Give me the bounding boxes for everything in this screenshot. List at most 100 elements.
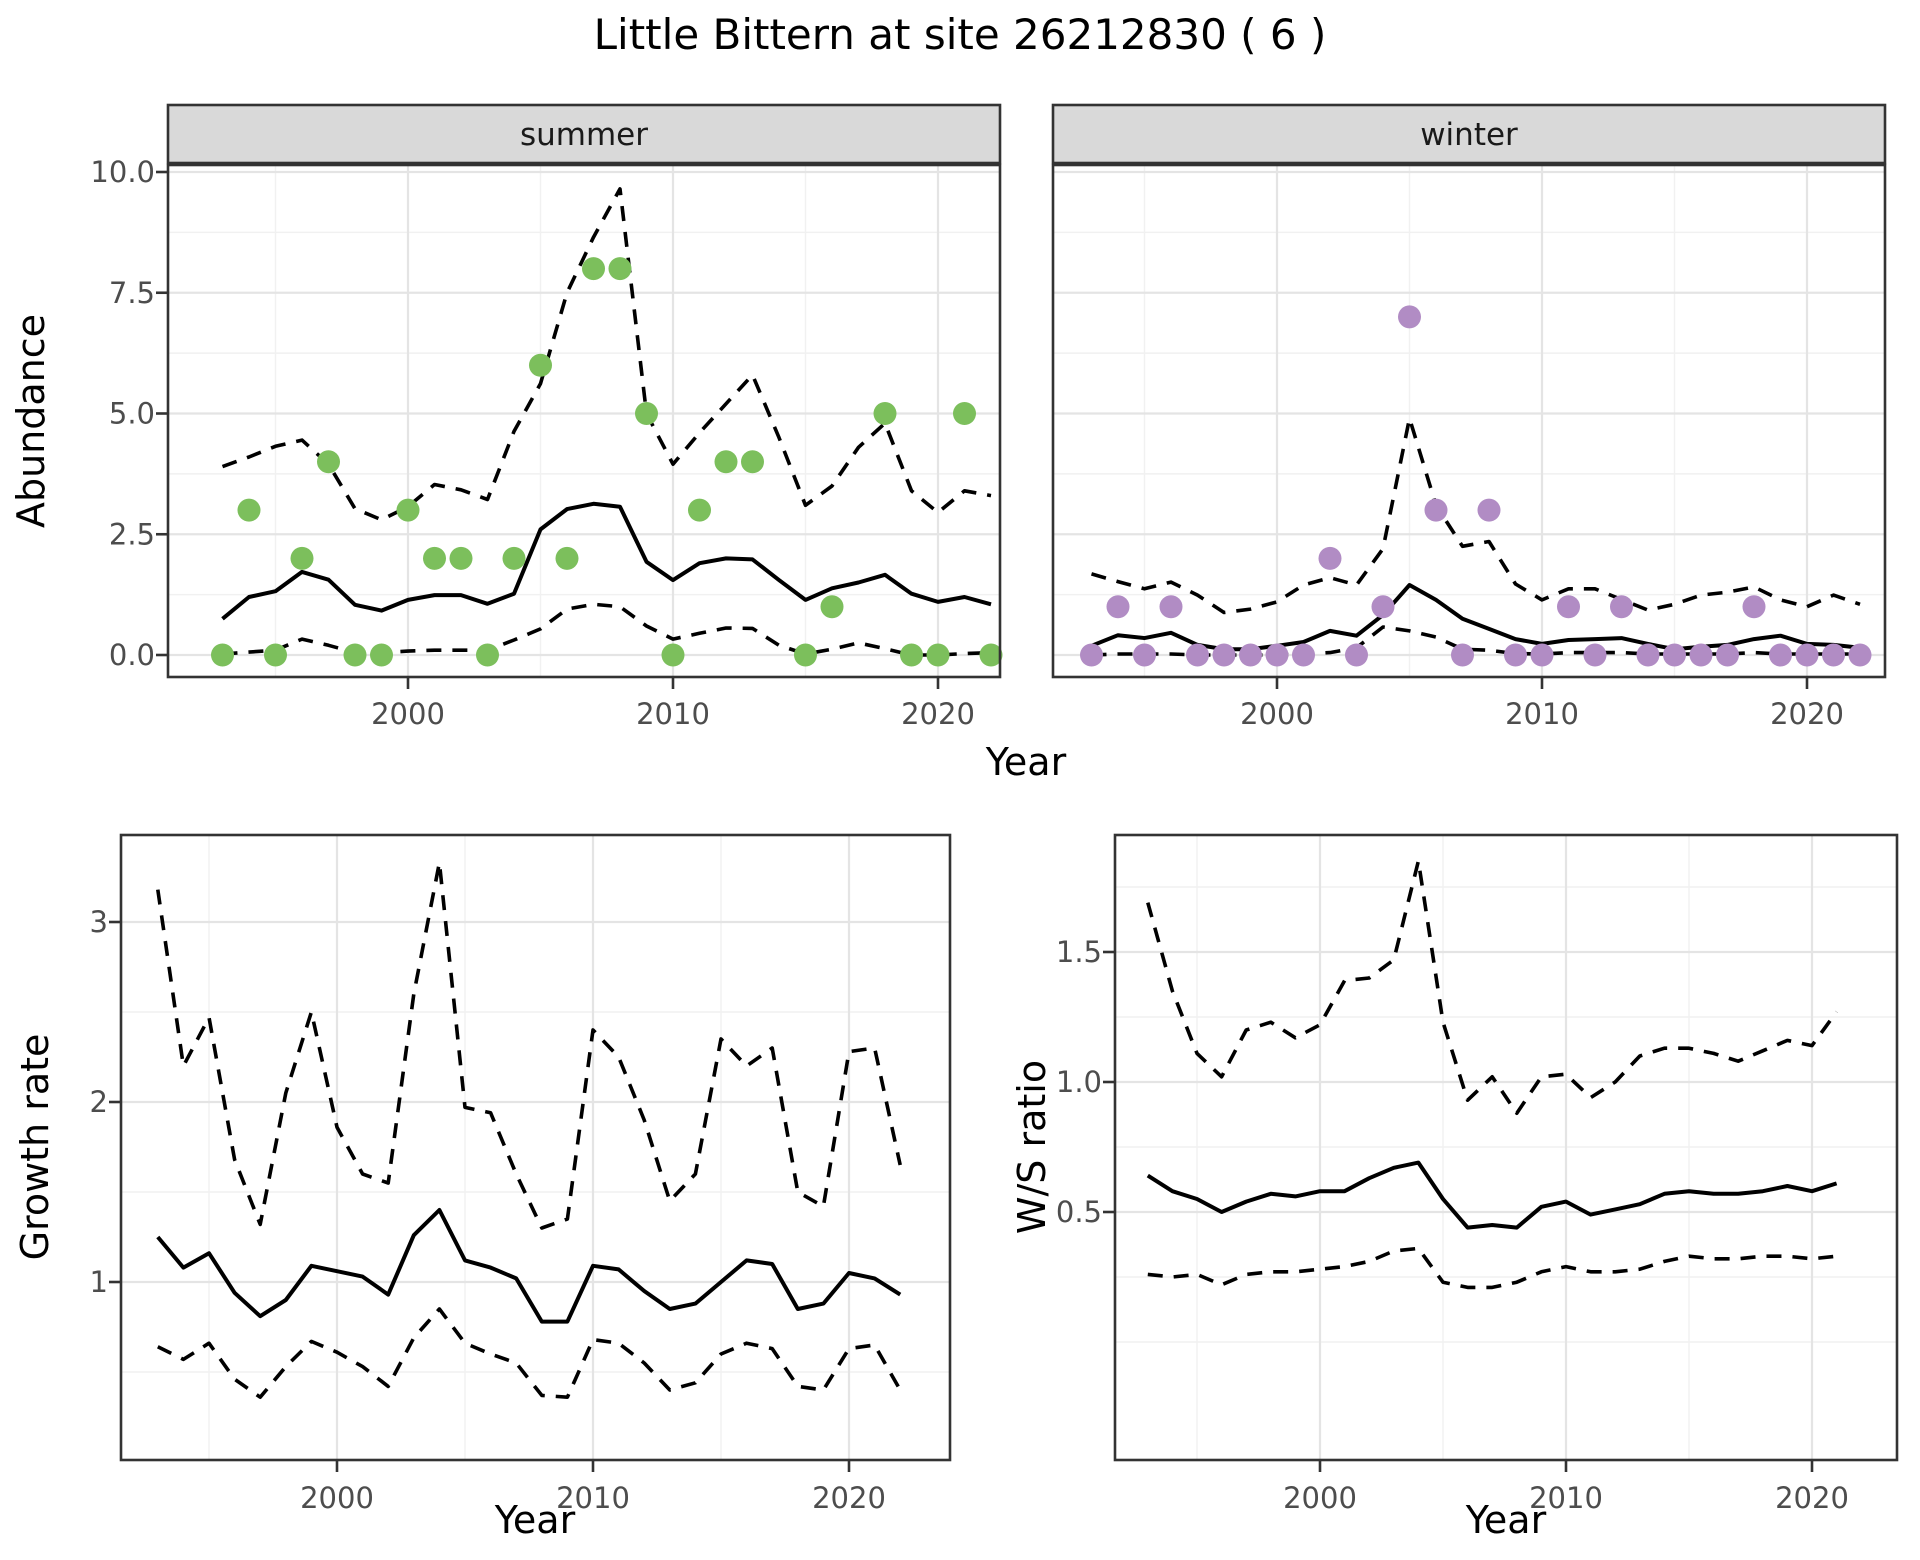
data-point-winter	[1451, 643, 1474, 667]
data-point-winter	[1504, 643, 1527, 667]
lower-ci-line	[157, 1307, 902, 1399]
data-point-winter	[1477, 498, 1501, 522]
y-axis-title-ws-ratio: W/S ratio	[1010, 1060, 1054, 1234]
facet-strip-summer	[166, 103, 1002, 165]
data-point-summer	[423, 546, 446, 570]
data-point-summer	[741, 450, 764, 474]
data-point-winter	[1689, 643, 1713, 667]
upper-ci-line	[1146, 859, 1839, 1115]
x-tick-label: 2000	[1240, 697, 1314, 731]
data-point-summer	[635, 402, 658, 425]
data-point-summer	[529, 353, 552, 377]
data-point-winter	[1239, 643, 1262, 667]
data-point-summer	[317, 450, 340, 474]
data-point-summer	[794, 643, 817, 667]
lower-ci-line	[1147, 1246, 1837, 1290]
data-point-winter	[1398, 305, 1421, 329]
data-point-summer	[900, 643, 923, 667]
facet-strip-winter	[1051, 103, 1887, 165]
data-point-summer	[953, 402, 976, 425]
y-tick-label: 3	[90, 905, 108, 939]
y-tick-label: 0.0	[109, 638, 155, 672]
data-point-summer	[290, 546, 314, 570]
y-tick-label: 2	[90, 1085, 108, 1119]
facet-strip-label: summer	[520, 117, 648, 153]
y-tick-label: 7.5	[109, 276, 155, 310]
panel-growth-rate: 2000 2010 2020 1 2 3	[90, 833, 952, 1515]
data-point-winter	[1636, 643, 1660, 667]
page-title: Little Bittern at site 26212830 ( 6 )	[593, 10, 1327, 59]
mean-line	[156, 1208, 902, 1324]
y-tick-label: 1.0	[1056, 1065, 1102, 1099]
data-point-winter	[1663, 643, 1686, 667]
data-point-winter	[1212, 643, 1236, 667]
data-point-winter	[1106, 595, 1130, 619]
y-tick-label: 5.0	[109, 397, 155, 431]
data-point-winter	[1557, 595, 1580, 619]
data-point-summer	[476, 643, 499, 667]
upper-ci-line	[156, 860, 902, 1230]
y-tick-label: 1.5	[1056, 935, 1102, 969]
panel-border	[119, 833, 952, 1462]
data-point-winter	[1583, 643, 1607, 667]
data-point-summer	[449, 546, 473, 570]
data-point-summer	[979, 643, 1003, 667]
data-point-summer	[714, 450, 738, 474]
data-point-winter	[1530, 643, 1554, 667]
mean-line	[1146, 1160, 1838, 1230]
data-point-summer	[661, 643, 685, 667]
upper-ci-line	[1090, 416, 1861, 615]
data-point-winter	[1345, 643, 1368, 667]
x-tick-label: 2010	[636, 697, 710, 731]
data-point-winter	[1424, 498, 1448, 522]
x-tick-label: 2020	[1775, 1481, 1849, 1515]
data-point-summer	[873, 402, 897, 425]
x-tick-label: 2020	[901, 697, 975, 731]
data-point-winter	[1371, 595, 1395, 619]
panel-summer: 2000 2010 2020 0.0 2.5 5.0 7.5 10.0 summer	[90, 103, 1003, 731]
panel-border	[166, 163, 1002, 679]
lower-ci-line	[222, 602, 992, 657]
upper-ci-line	[221, 187, 992, 522]
y-tick-label: 0.5	[1056, 1195, 1102, 1229]
data-point-winter	[1610, 595, 1633, 619]
data-point-winter	[1716, 643, 1739, 667]
data-point-winter	[1822, 643, 1845, 667]
data-point-summer	[370, 643, 393, 667]
x-axis-title-year-top: Year	[985, 740, 1067, 784]
data-point-winter	[1292, 643, 1315, 667]
y-axis-title-abundance: Abundance	[9, 314, 53, 528]
data-point-winter	[1080, 643, 1103, 667]
y-tick-label: 10.0	[90, 155, 155, 189]
y-tick-label: 2.5	[109, 517, 155, 551]
data-point-summer	[211, 643, 234, 667]
x-tick-label: 2020	[812, 1481, 886, 1515]
data-point-winter	[1769, 643, 1792, 667]
facet-strip-label: winter	[1420, 117, 1518, 153]
data-point-winter	[1318, 546, 1342, 570]
x-axis-title-year-growth: Year	[494, 1498, 576, 1542]
data-point-summer	[820, 595, 844, 619]
data-point-summer	[396, 498, 420, 522]
data-point-winter	[1795, 643, 1819, 667]
data-point-summer	[608, 257, 632, 281]
data-point-summer	[343, 643, 367, 667]
data-point-winter	[1186, 643, 1209, 667]
x-axis-title-year-ws: Year	[1465, 1498, 1547, 1542]
x-tick-label: 2010	[1529, 1481, 1603, 1515]
panel-w-s-ratio: 2000 2010 2020 0.5 1.0 1.5	[1056, 833, 1899, 1515]
y-tick-label: 1	[90, 1265, 108, 1299]
data-point-summer	[688, 498, 711, 522]
x-tick-label: 2010	[1505, 697, 1579, 731]
x-tick-label: 2020	[1770, 697, 1844, 731]
data-point-winter	[1159, 595, 1183, 619]
data-point-summer	[264, 643, 287, 667]
y-axis-title-growth-rate: Growth rate	[13, 1034, 57, 1261]
x-tick-label: 2000	[371, 697, 445, 731]
data-point-summer	[502, 546, 526, 570]
panel-winter: 2000 2010 2020 winter	[1051, 103, 1887, 731]
data-point-winter	[1848, 643, 1872, 667]
x-tick-label: 2000	[1283, 1481, 1357, 1515]
